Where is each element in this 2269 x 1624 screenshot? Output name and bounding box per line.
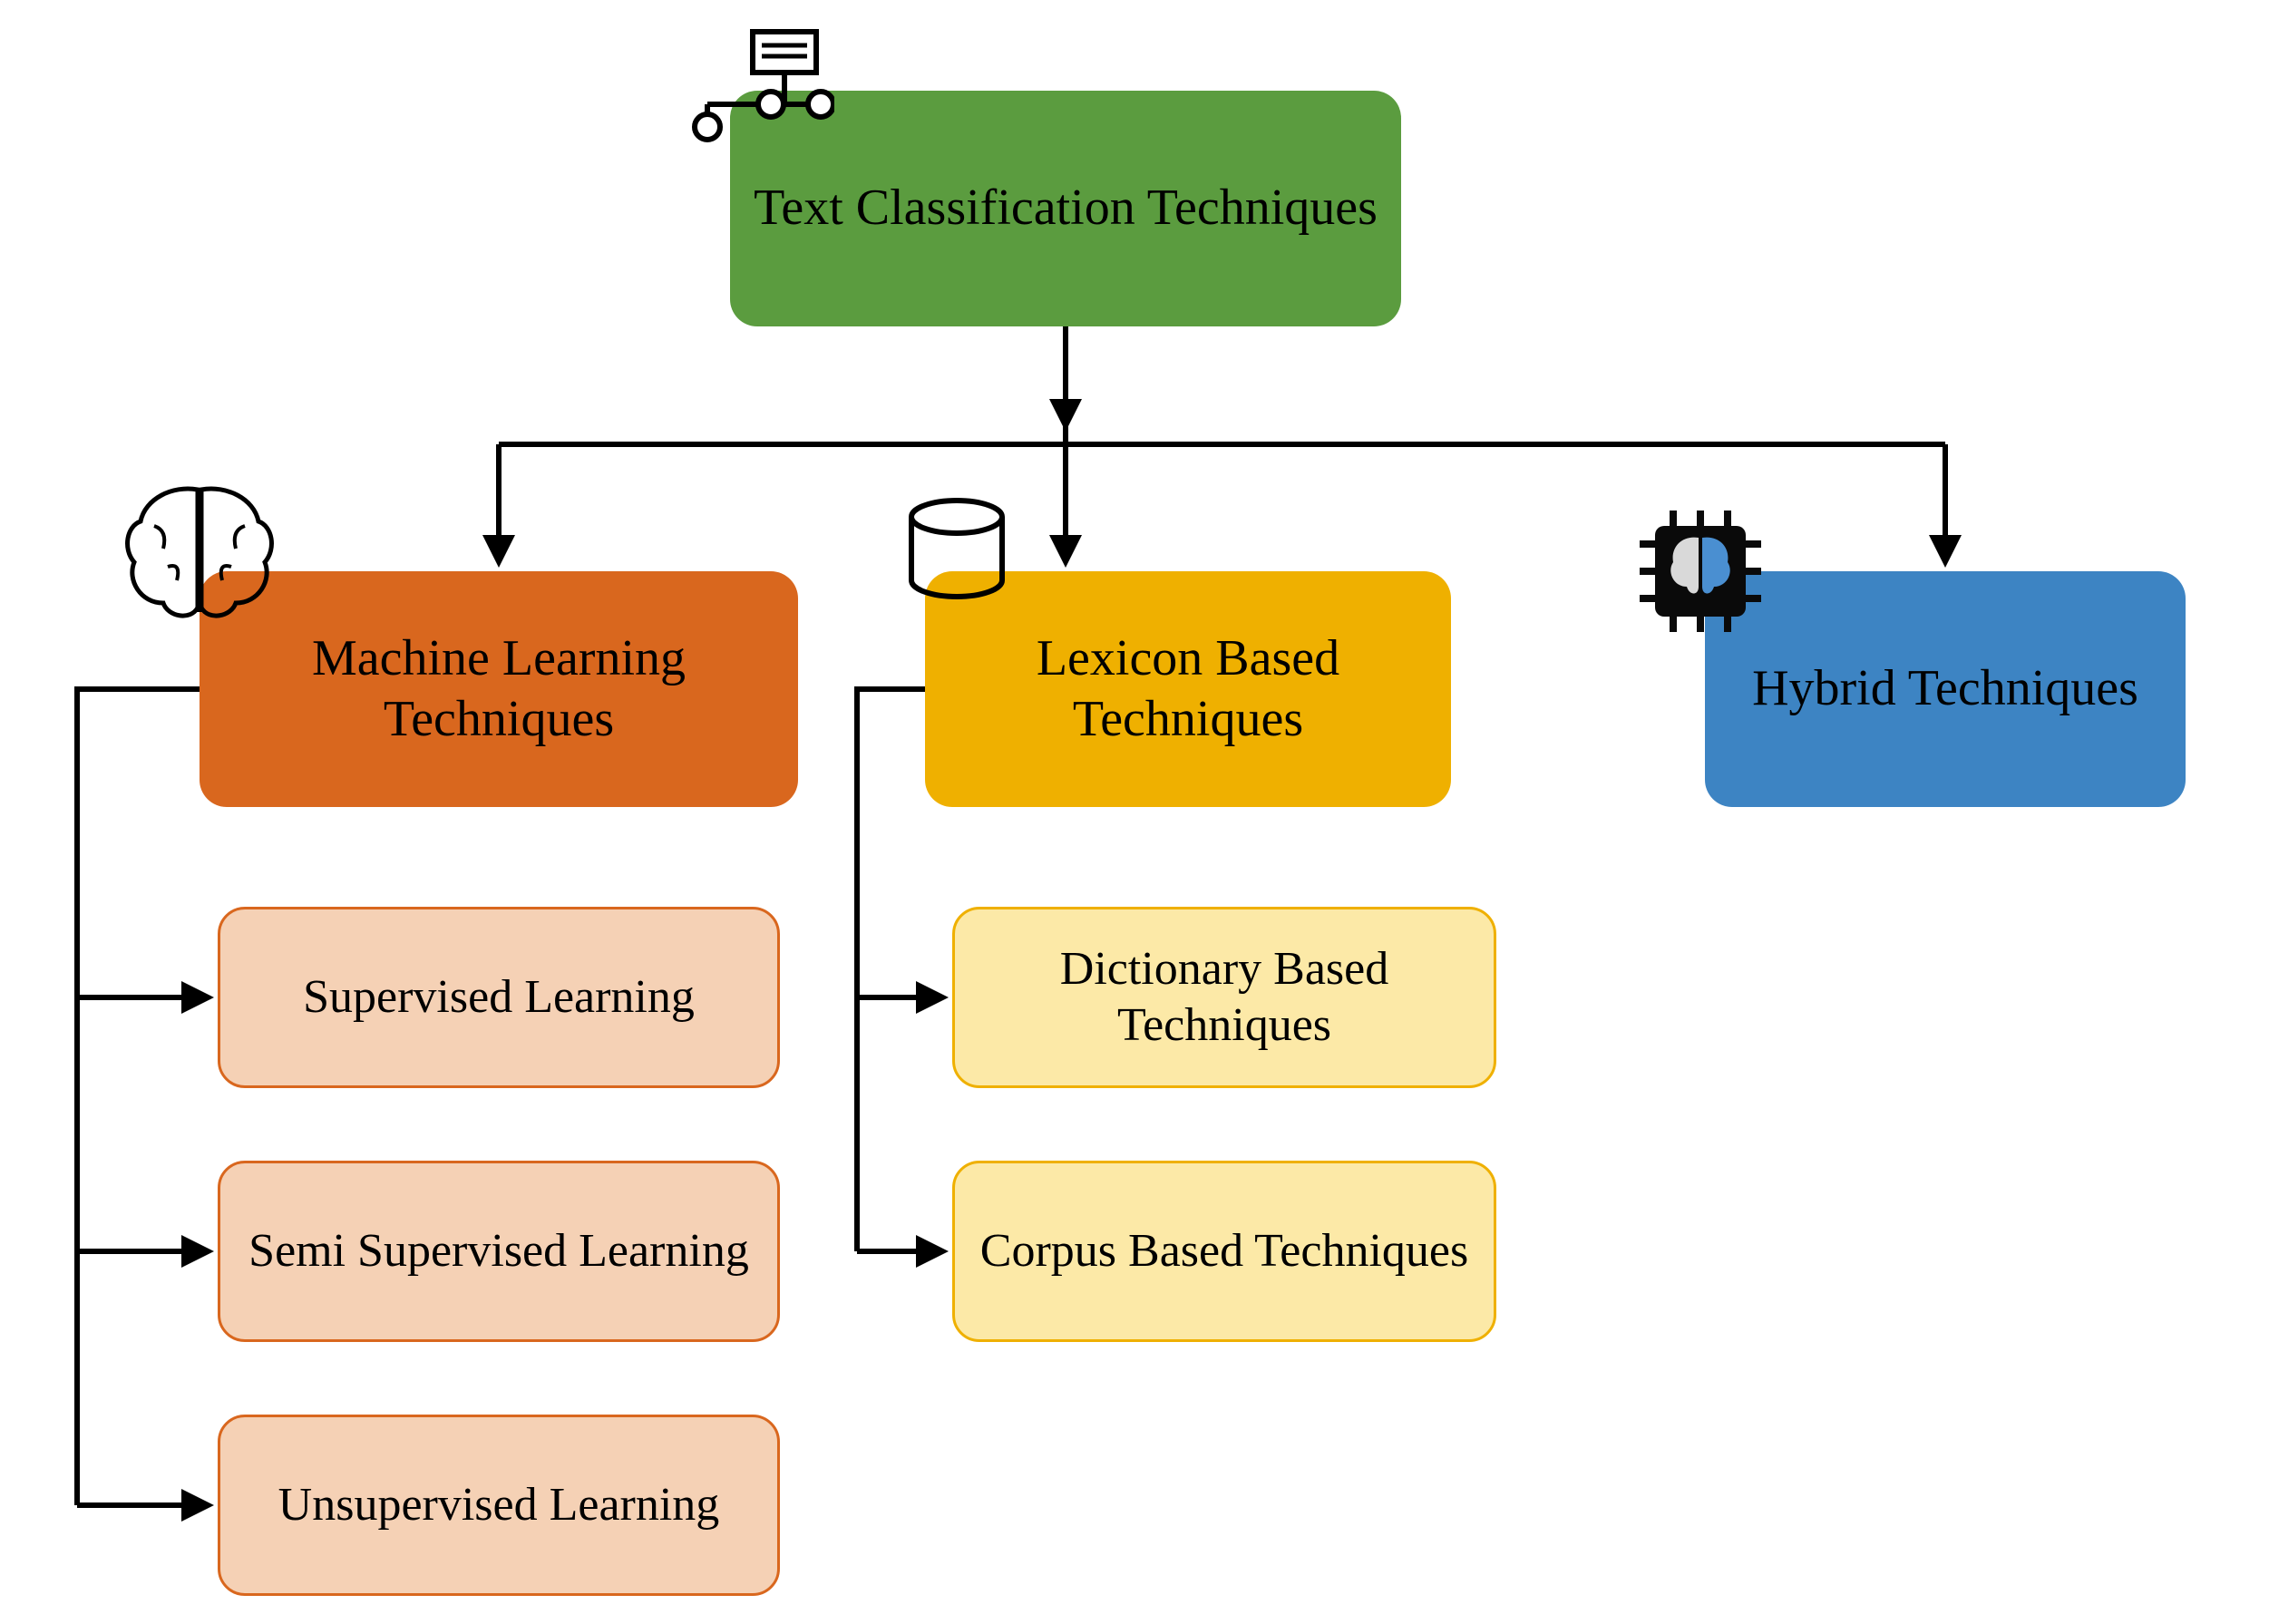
node-ml-unsup-label: Unsupervised Learning — [278, 1477, 720, 1533]
node-ml-sup-label: Supervised Learning — [303, 969, 695, 1026]
database-icon — [898, 494, 1016, 603]
chip-icon — [1632, 503, 1768, 639]
node-ml: Machine Learning Techniques — [200, 571, 798, 807]
node-lex-dict: Dictionary Based Techniques — [952, 907, 1496, 1088]
node-lex-corpus: Corpus Based Techniques — [952, 1161, 1496, 1342]
node-ml-unsup: Unsupervised Learning — [218, 1415, 780, 1596]
node-lex-dict-label: Dictionary Based Techniques — [973, 941, 1475, 1055]
node-lex-label: Lexicon Based Techniques — [943, 628, 1433, 750]
node-hybrid: Hybrid Techniques — [1705, 571, 2186, 807]
node-lex: Lexicon Based Techniques — [925, 571, 1451, 807]
brain-icon — [118, 481, 281, 626]
node-lex-corpus-label: Corpus Based Techniques — [980, 1223, 1468, 1279]
node-hybrid-label: Hybrid Techniques — [1752, 658, 2138, 719]
flowchart-icon — [671, 27, 834, 145]
diagram-canvas: Text Classification Techniques Machine L… — [0, 0, 2269, 1624]
node-ml-semi: Semi Supervised Learning — [218, 1161, 780, 1342]
node-root-label: Text Classification Techniques — [754, 178, 1378, 238]
node-ml-semi-label: Semi Supervised Learning — [248, 1223, 749, 1279]
node-ml-sup: Supervised Learning — [218, 907, 780, 1088]
node-ml-label: Machine Learning Techniques — [218, 628, 780, 750]
